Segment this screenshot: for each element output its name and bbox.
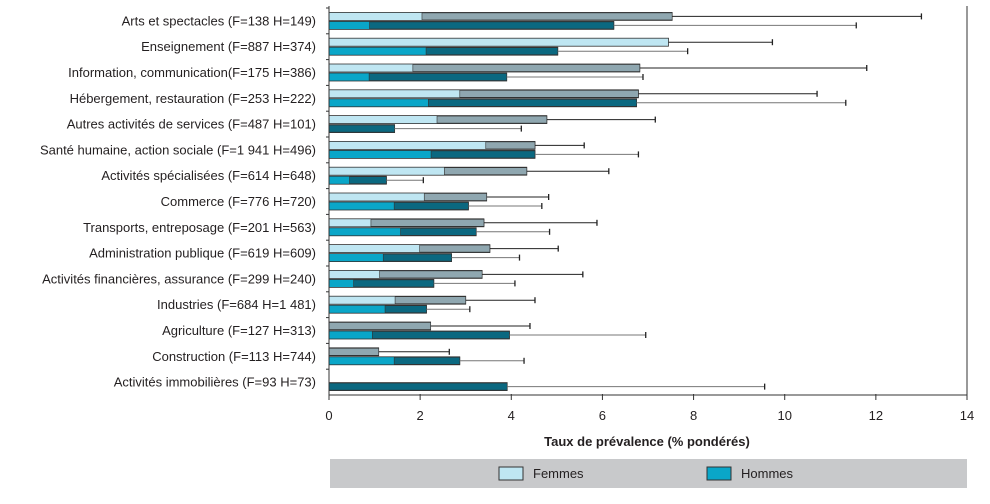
- legend-label-femmes: Femmes: [533, 466, 584, 481]
- ci-lower-hommes: [384, 305, 427, 314]
- ci-lower-femmes: [423, 193, 487, 201]
- category-label: Industries (F=684 H=1 481): [157, 297, 316, 312]
- axes-group: Arts et spectacles (F=138 H=149) Enseigne…: [40, 6, 974, 423]
- category-label: Activités immobilières (F=93 H=73): [114, 375, 316, 390]
- category-label: Information, communication(F=175 H=386): [68, 65, 316, 80]
- category-label: Commerce (F=776 H=720): [161, 194, 316, 209]
- ci-lower-femmes: [421, 12, 673, 21]
- x-tick-label: 6: [599, 408, 606, 423]
- bars-group: [328, 11, 923, 392]
- ci-lower-femmes: [328, 322, 431, 330]
- ci-lower-hommes: [328, 124, 395, 133]
- ci-lower-hommes: [400, 228, 477, 236]
- ci-lower-femmes: [436, 115, 548, 124]
- legend-label-hommes: Hommes: [741, 466, 794, 481]
- ci-lower-hommes: [428, 99, 637, 107]
- ci-lower-hommes: [393, 356, 461, 365]
- x-tick-label: 4: [508, 408, 515, 423]
- x-tick-label: 0: [325, 408, 332, 423]
- ci-lower-femmes: [328, 347, 379, 356]
- legend: Femmes Hommes: [330, 459, 967, 488]
- ci-lower-femmes: [485, 141, 536, 150]
- legend-background: [330, 459, 967, 488]
- category-label: Activités financières, assurance (F=299 …: [42, 271, 316, 286]
- ci-lower-hommes: [369, 21, 615, 30]
- ci-lower-hommes: [393, 202, 469, 210]
- x-tick-label: 10: [777, 408, 791, 423]
- x-axis-title: Taux de prévalence (% pondérés): [544, 434, 750, 449]
- category-label: Transports, entreposage (F=201 H=563): [83, 220, 316, 235]
- category-label: Agriculture (F=127 H=313): [162, 323, 316, 338]
- x-tick-label: 12: [869, 408, 883, 423]
- category-label: Construction (F=113 H=744): [152, 349, 316, 364]
- x-tick-label: 14: [960, 408, 974, 423]
- category-label: Enseignement (F=887 H=374): [141, 39, 316, 54]
- bar-femmes: [328, 37, 669, 47]
- category-label: Arts et spectacles (F=138 H=149): [122, 13, 316, 28]
- x-tick-label: 2: [417, 408, 424, 423]
- ci-lower-hommes: [382, 253, 452, 262]
- category-label: Activités spécialisées (F=614 H=648): [101, 168, 316, 183]
- ci-lower-hommes: [328, 382, 508, 391]
- ci-lower-femmes: [370, 219, 485, 227]
- ci-lower-hommes: [430, 150, 536, 159]
- category-label: Santé humaine, action sociale (F=1 941 H…: [40, 142, 316, 157]
- ci-lower-femmes: [379, 270, 483, 279]
- ci-lower-hommes: [425, 47, 559, 56]
- ci-lower-femmes: [419, 244, 491, 253]
- ci-lower-hommes: [368, 73, 508, 81]
- ci-lower-femmes: [412, 64, 641, 72]
- legend-swatch-hommes: [706, 466, 732, 481]
- ci-lower-femmes: [443, 167, 528, 175]
- category-label: Autres activités de services (F=487 H=10…: [67, 117, 316, 132]
- category-label: Administration publique (F=619 H=609): [89, 246, 316, 261]
- ci-lower-hommes: [371, 331, 510, 339]
- category-label: Hébergement, restauration (F=253 H=222): [70, 91, 316, 106]
- legend-swatch-femmes: [498, 466, 524, 481]
- ci-lower-femmes: [459, 90, 639, 98]
- ci-lower-hommes: [349, 176, 387, 184]
- ci-lower-hommes: [353, 279, 435, 288]
- x-tick-label: 8: [690, 408, 697, 423]
- ci-lower-femmes: [394, 296, 467, 305]
